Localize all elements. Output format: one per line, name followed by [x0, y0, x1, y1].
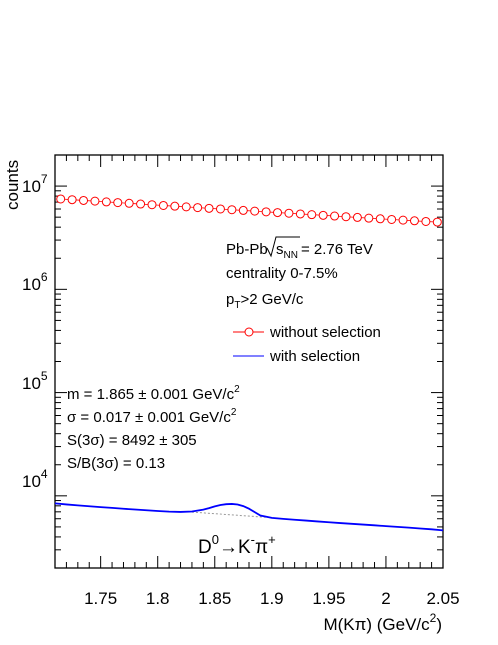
data-point-without-selection: [227, 205, 237, 215]
pt-cut-label: pT>2 GeV/c: [226, 291, 304, 311]
legend: without selection with selection: [233, 324, 381, 365]
data-point-without-selection: [238, 205, 248, 215]
data-point-without-selection: [387, 214, 397, 224]
data-point-without-selection: [158, 200, 168, 210]
data-point-without-selection: [409, 216, 419, 226]
series-without-selection-line: [60, 198, 438, 223]
fit-results: m = 1.865 ± 0.001 GeV/c2 σ = 0.017 ± 0.0…: [67, 384, 240, 472]
data-point-without-selection: [341, 212, 351, 222]
collision-info: Pb-Pb sNN = 2.76 TeV centrality 0-7.5% p…: [226, 236, 373, 311]
x-tick-labels: 1.75 1.8 1.85 1.9 1.95 2 2.05: [84, 589, 459, 608]
series-with-selection-line: [54, 502, 444, 532]
data-point-without-selection: [215, 204, 225, 214]
data-point-without-selection: [307, 210, 317, 220]
sqrt-symbol: [266, 236, 300, 258]
axis-ticks: [54, 154, 444, 569]
plot-frame: [54, 154, 444, 569]
series-layer: [54, 194, 444, 532]
background-fit-line: [191, 511, 272, 519]
data-point-without-selection: [375, 214, 385, 224]
x-tick-label: 1.95: [312, 589, 345, 608]
data-point-without-selection: [273, 208, 283, 218]
data-point-without-selection: [67, 195, 77, 205]
data-point-without-selection: [193, 203, 203, 213]
legend-label-without: without selection: [269, 324, 381, 341]
sqrt-s-label: sNN: [276, 241, 298, 261]
data-point-without-selection: [181, 202, 191, 212]
x-axis-label: M(Kπ) (GeV/c2): [323, 611, 442, 634]
data-point-without-selection: [113, 198, 123, 208]
data-point-without-selection: [90, 196, 100, 206]
data-point-without-selection: [398, 215, 408, 225]
y-tick-label-7: 107: [22, 172, 48, 196]
data-point-without-selection: [432, 217, 442, 227]
centrality-label: centrality 0-7.5%: [226, 265, 338, 282]
y-tick-label-6: 106: [22, 270, 48, 294]
fit-sigma: σ = 0.017 ± 0.001 GeV/c2: [67, 407, 237, 426]
data-point-without-selection: [295, 209, 305, 219]
y-tick-labels: 107 106 105 104: [22, 172, 48, 491]
data-point-without-selection: [250, 206, 260, 216]
x-tick-label: 1.75: [84, 589, 117, 608]
data-point-without-selection: [56, 194, 66, 204]
data-point-without-selection: [79, 195, 89, 205]
data-point-without-selection: [204, 203, 214, 213]
x-tick-label: 1.9: [260, 589, 284, 608]
data-point-without-selection: [330, 211, 340, 221]
x-tick-label: 2.05: [426, 589, 459, 608]
data-point-without-selection: [136, 199, 146, 209]
fit-mass: m = 1.865 ± 0.001 GeV/c2: [67, 384, 240, 403]
data-point-without-selection: [101, 197, 111, 207]
fit-sb: S/B(3σ) = 0.13: [67, 455, 165, 472]
data-point-without-selection: [170, 201, 180, 211]
data-point-without-selection: [284, 208, 294, 218]
legend-marker-without: [244, 327, 254, 337]
energy-label: = 2.76 TeV: [301, 241, 373, 258]
decay-channel-label: D0→K-π+: [198, 532, 276, 558]
data-point-without-selection: [318, 210, 328, 220]
x-tick-label: 1.8: [146, 589, 170, 608]
y-axis-label: counts: [3, 160, 22, 210]
y-tick-label-5: 105: [22, 369, 48, 393]
data-point-without-selection: [364, 213, 374, 223]
data-point-without-selection: [261, 207, 271, 217]
x-tick-label: 2: [381, 589, 390, 608]
data-point-without-selection: [352, 212, 362, 222]
x-tick-label: 1.85: [198, 589, 231, 608]
data-point-without-selection: [124, 198, 134, 208]
data-point-without-selection: [147, 200, 157, 210]
legend-label-with: with selection: [269, 348, 360, 365]
data-point-without-selection: [421, 216, 431, 226]
collision-label: Pb-Pb: [226, 241, 268, 258]
y-tick-label-4: 104: [22, 467, 48, 491]
fit-signal: S(3σ) = 8492 ± 305: [67, 432, 197, 449]
